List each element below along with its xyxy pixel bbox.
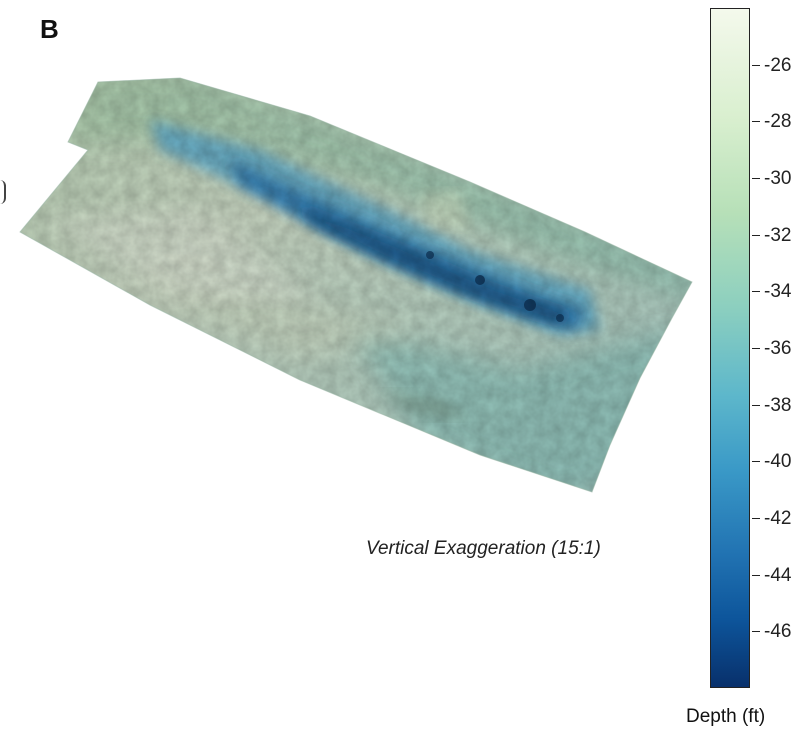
colorbar-tick-label: -28	[764, 111, 792, 133]
colorbar-tick-label: -40	[764, 451, 792, 473]
colorbar-tick-label: -38	[764, 394, 792, 416]
depth-colorbar	[710, 8, 750, 688]
colorbar-tick-label: -44	[764, 564, 792, 586]
colorbar-tick-label: -46	[764, 621, 792, 643]
colorbar-tick-label: -34	[764, 281, 792, 303]
panel-label: B	[40, 14, 59, 44]
colorbar-tick-label: -26	[764, 54, 792, 76]
colorbar-title: Depth (ft)	[686, 706, 766, 727]
colorbar-tick-label: -30	[764, 168, 792, 189]
colorbar-tick-label: -36	[764, 338, 792, 359]
bathymetry-surface	[19, 77, 693, 493]
colorbar-tick-label: -42	[764, 508, 792, 529]
edge-mark	[0, 180, 6, 204]
vertical-exaggeration-note: Vertical Exaggeration (15:1)	[366, 538, 601, 559]
colorbar-tick-label: -32	[764, 224, 792, 246]
